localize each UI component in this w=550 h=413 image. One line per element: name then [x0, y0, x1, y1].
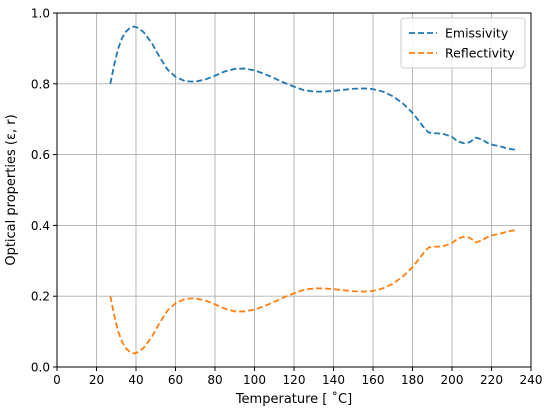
legend: Emissivity Reflectivity	[400, 17, 526, 69]
y-tick-label: 0.0	[31, 361, 50, 375]
x-tick-label: 220	[480, 373, 503, 387]
x-tick-label: 120	[283, 373, 306, 387]
x-tick-label: 200	[441, 373, 464, 387]
x-tick-label: 180	[401, 373, 424, 387]
y-tick-label: 1.0	[31, 7, 50, 21]
y-axis-label: Optical properties (ε, r)	[4, 114, 19, 265]
legend-entry: Reflectivity	[445, 46, 515, 61]
series-line-emissivity	[109, 25, 516, 151]
x-tick-label: 20	[89, 373, 104, 387]
y-tick-label: 0.8	[31, 77, 50, 91]
series-lines	[109, 25, 516, 355]
x-axis-label: Temperature [ ˚C]	[235, 391, 352, 407]
legend-entry: Emissivity	[445, 26, 509, 41]
y-tick-label: 0.4	[31, 219, 50, 233]
x-tick-label: 100	[243, 373, 266, 387]
axis-ticks: 0 20 40 60 80 100 120 140 160 180 200 220 240 0.0 0.2 0…	[31, 7, 543, 388]
x-tick-label: 40	[128, 373, 143, 387]
legend-box	[400, 17, 526, 69]
y-tick-label: 0.2	[31, 290, 50, 304]
x-tick-label: 60	[168, 373, 183, 387]
x-tick-label: 240	[520, 373, 543, 387]
x-tick-label: 80	[207, 373, 222, 387]
x-tick-label: 140	[322, 373, 345, 387]
y-tick-label: 0.6	[31, 148, 50, 162]
series-line-reflectivity	[109, 229, 516, 355]
x-tick-label: 160	[362, 373, 385, 387]
x-tick-label: 0	[53, 373, 61, 387]
